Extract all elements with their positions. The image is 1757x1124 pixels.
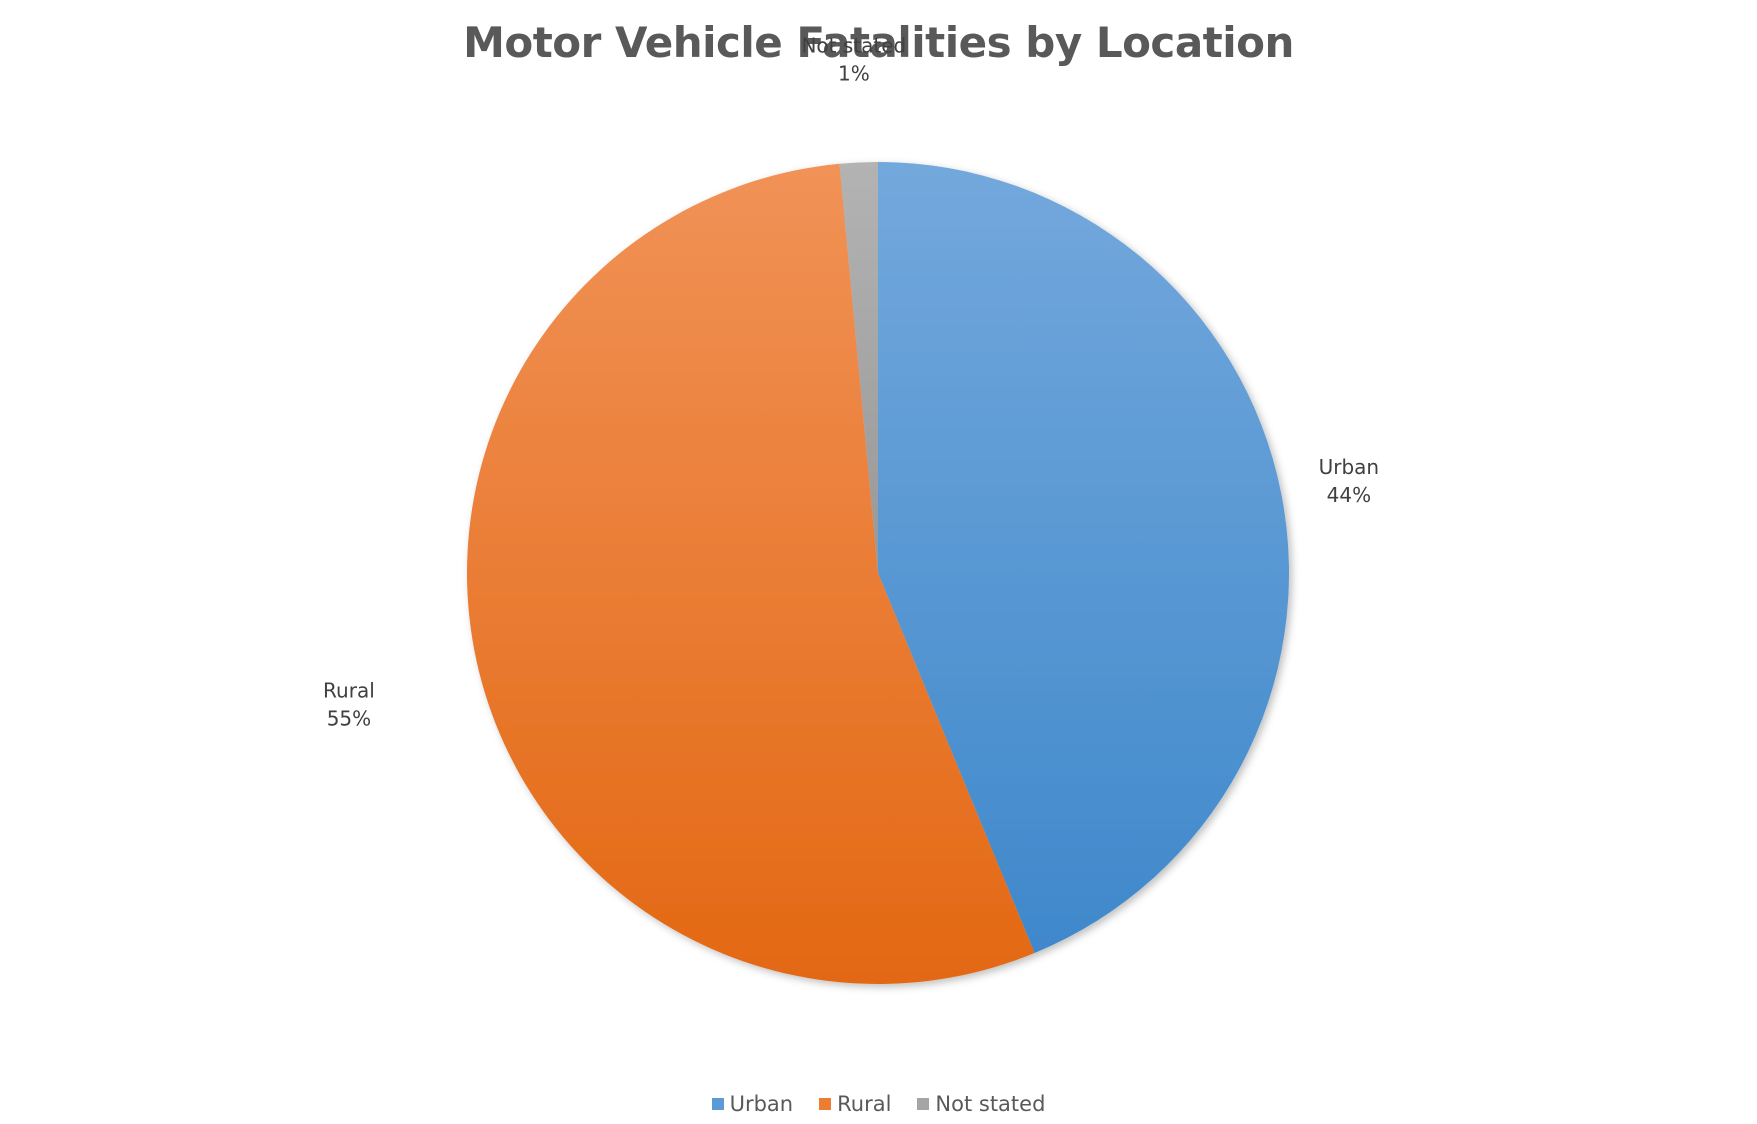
pie-slice-urban (878, 162, 1290, 954)
slice-label-not-stated-value: 1% (838, 62, 870, 86)
pie-slice-rural (466, 163, 1035, 985)
pie-slices (466, 162, 1290, 985)
legend-label-urban: Urban (729, 1092, 794, 1116)
slice-label-not-stated-name: Not stated (801, 34, 906, 58)
slice-label-rural: Rural 55% (323, 679, 375, 731)
pie-labels: Urban 44% Rural 55% Not stated 1% (323, 34, 1379, 731)
slice-label-not-stated: Not stated 1% (801, 34, 906, 86)
legend-swatch-urban (711, 1098, 724, 1110)
legend-label-rural: Rural (837, 1092, 892, 1116)
pie-slice-not-stated (839, 162, 878, 573)
chart-title: Motor Vehicle Fatalities by Location (463, 18, 1294, 67)
legend-swatch-rural (819, 1098, 832, 1110)
legend: Urban Rural Not stated (0, 1092, 1757, 1116)
legend-item-not-stated: Not stated (917, 1092, 1045, 1116)
legend-swatch-not-stated (917, 1098, 930, 1110)
legend-item-rural: Rural (819, 1092, 891, 1116)
slice-label-urban-value: 44% (1327, 483, 1371, 507)
slice-label-urban-name: Urban (1319, 455, 1380, 479)
slice-label-rural-name: Rural (323, 679, 375, 703)
slice-label-urban: Urban 44% (1319, 455, 1380, 507)
legend-label-not-stated: Not stated (935, 1092, 1046, 1116)
legend-item-urban: Urban (711, 1092, 794, 1116)
slice-label-rural-value: 55% (327, 707, 371, 731)
